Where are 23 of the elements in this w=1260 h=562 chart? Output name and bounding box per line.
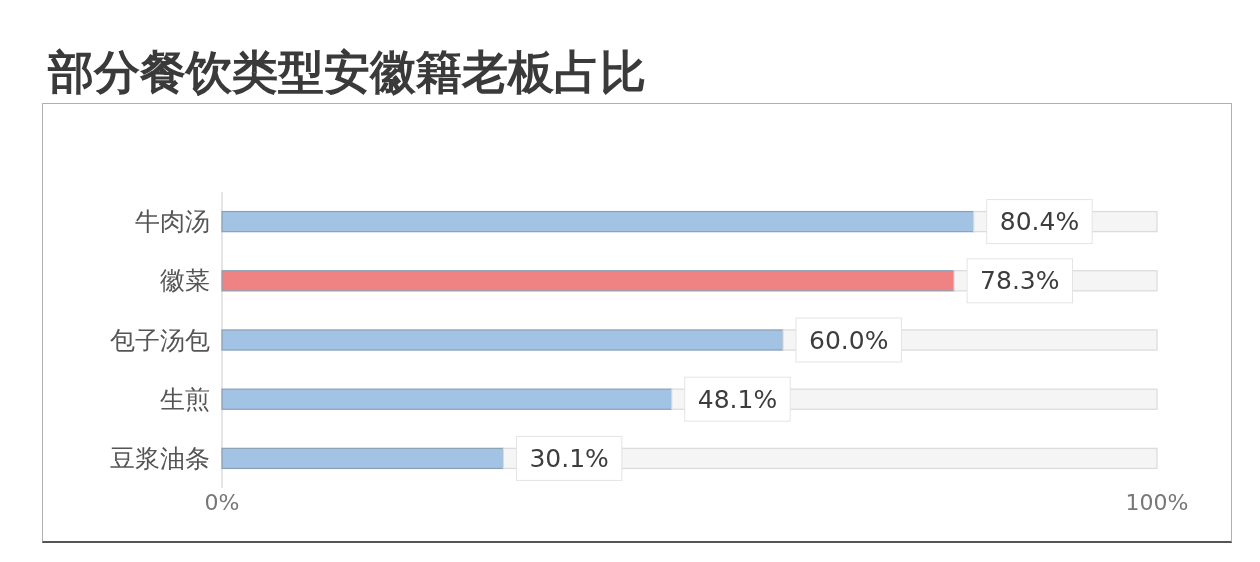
data-label: 30.1% <box>529 443 609 473</box>
bar <box>221 210 975 233</box>
data-label-box: 80.4% <box>986 199 1093 245</box>
bar <box>221 447 505 470</box>
data-label: 48.1% <box>697 384 778 414</box>
data-label-box: 30.1% <box>515 435 623 481</box>
data-label: 78.3% <box>980 266 1060 296</box>
x-tick-label: 0% <box>204 489 240 515</box>
y-tick-label: 豆浆油条 <box>110 443 210 473</box>
data-label-box: 78.3% <box>966 258 1074 304</box>
bar <box>221 388 673 410</box>
bar <box>221 329 784 351</box>
bar <box>221 270 955 292</box>
data-label: 60.0% <box>809 325 889 355</box>
data-label: 80.4% <box>999 207 1080 237</box>
y-tick-label: 牛肉汤 <box>135 207 210 237</box>
y-tick-label: 徽菜 <box>160 266 210 296</box>
x-tick-label: 100% <box>1125 489 1189 515</box>
data-label-box: 60.0% <box>795 317 902 363</box>
y-tick-label: 生煎 <box>160 384 210 414</box>
chart-title: 部分餐饮类型安徽籍老板占比 <box>47 45 646 99</box>
data-label-box: 48.1% <box>684 376 791 422</box>
y-tick-label: 包子汤包 <box>110 325 210 355</box>
